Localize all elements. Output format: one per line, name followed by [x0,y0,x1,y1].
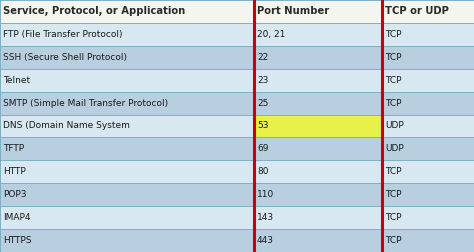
Text: HTTP: HTTP [3,167,26,176]
Bar [382,92,474,115]
Bar [254,0,382,252]
Text: IMAP4: IMAP4 [3,213,31,222]
Text: 69: 69 [257,144,268,153]
Bar [254,92,382,115]
Text: 143: 143 [257,213,274,222]
Text: TCP or UDP: TCP or UDP [385,7,449,16]
Bar [0,115,254,137]
Bar [254,115,382,137]
Text: UDP: UDP [385,144,404,153]
Text: TCP: TCP [385,76,401,85]
Bar [382,23,474,46]
Bar [0,69,254,92]
Bar [382,0,474,23]
Text: 80: 80 [257,167,268,176]
Bar [0,229,254,252]
Bar [254,206,382,229]
Bar [254,183,382,206]
Text: DNS (Domain Name System: DNS (Domain Name System [3,121,130,131]
Bar [0,46,254,69]
Text: HTTPS: HTTPS [3,236,32,245]
Text: 20, 21: 20, 21 [257,30,285,39]
Text: 22: 22 [257,53,268,62]
Bar [382,160,474,183]
Bar [382,115,474,137]
Bar [0,23,254,46]
Text: POP3: POP3 [3,190,27,199]
Bar [382,46,474,69]
Bar [382,229,474,252]
Bar [382,137,474,160]
Text: Service, Protocol, or Application: Service, Protocol, or Application [3,7,185,16]
Bar [254,0,382,23]
Bar [0,137,254,160]
Text: 110: 110 [257,190,274,199]
Text: TCP: TCP [385,30,401,39]
Bar [0,0,254,23]
Text: 53: 53 [257,121,268,131]
Text: FTP (File Transfer Protocol): FTP (File Transfer Protocol) [3,30,123,39]
Text: SMTP (Simple Mail Transfer Protocol): SMTP (Simple Mail Transfer Protocol) [3,99,168,108]
Bar [0,160,254,183]
Bar [254,23,382,46]
Text: TCP: TCP [385,167,401,176]
Bar [254,160,382,183]
Bar [0,206,254,229]
Text: UDP: UDP [385,121,404,131]
Bar [254,46,382,69]
Text: SSH (Secure Shell Protocol): SSH (Secure Shell Protocol) [3,53,128,62]
Bar [0,183,254,206]
Text: TCP: TCP [385,213,401,222]
Text: TCP: TCP [385,190,401,199]
Text: TCP: TCP [385,99,401,108]
Bar [382,183,474,206]
Text: 25: 25 [257,99,268,108]
Text: Port Number: Port Number [257,7,329,16]
Bar [254,137,382,160]
Text: TCP: TCP [385,236,401,245]
Text: Telnet: Telnet [3,76,30,85]
Bar [254,229,382,252]
Bar [0,92,254,115]
Text: TCP: TCP [385,53,401,62]
Text: 23: 23 [257,76,268,85]
Text: 443: 443 [257,236,274,245]
Bar [382,69,474,92]
Bar [382,206,474,229]
Text: TFTP: TFTP [3,144,25,153]
Bar [254,69,382,92]
